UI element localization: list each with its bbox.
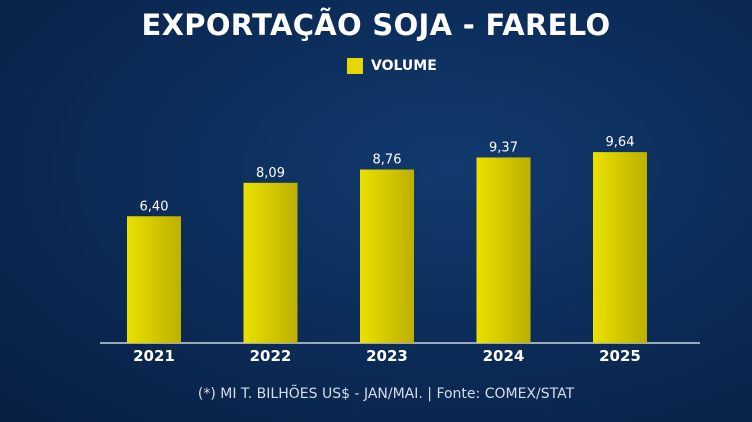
legend-swatch [347,58,363,74]
data-label: 6,40 [140,199,169,214]
bar-2022 [243,182,298,343]
data-label: 8,09 [256,166,285,181]
bar-2024 [476,157,531,343]
x-tick-label: 2024 [483,347,525,365]
footer-note: (*) MI T. BILHÕES US$ - JAN/MAI. | Fonte… [197,386,575,402]
bar-2025 [593,152,647,343]
x-tick-label: 2021 [133,347,175,365]
bar-2021 [127,216,181,343]
x-tick-label: 2023 [366,347,408,365]
bar-2023 [360,169,414,343]
legend: VOLUME [347,58,437,74]
x-tick-label: 2025 [599,347,641,365]
data-label: 8,76 [373,153,402,168]
chart-title: EXPORTAÇÃO SOJA - FARELO [141,8,611,42]
legend-label: VOLUME [371,58,437,74]
x-tick-label: 2022 [250,347,292,365]
data-label: 9,64 [606,135,635,150]
data-label: 9,37 [489,140,518,155]
